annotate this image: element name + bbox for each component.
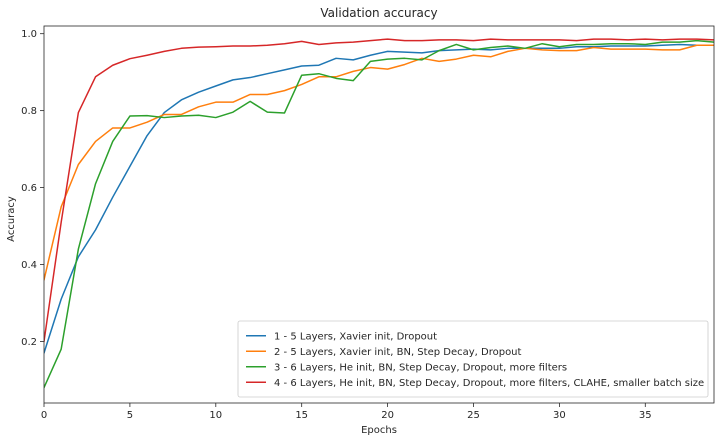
- x-tick-label: 30: [553, 410, 566, 421]
- x-tick-label: 35: [639, 410, 652, 421]
- series-line-3: [44, 39, 714, 389]
- y-tick-label: 0.6: [21, 183, 37, 194]
- series-line-4: [44, 38, 714, 343]
- x-tick-label: 5: [127, 410, 133, 421]
- x-tick-label: 15: [295, 410, 308, 421]
- x-axis-label: Epochs: [361, 425, 397, 436]
- legend: 1 - 5 Layers, Xavier init, Dropout 2 - 5 …: [237, 320, 709, 398]
- legend-label-2: 2 - 5 Layers, Xavier init, BN, Step Deca…: [274, 347, 522, 358]
- x-tick-label: 20: [381, 410, 394, 421]
- legend-box: [237, 320, 709, 398]
- x-axis-ticks: 0 5 10 15 20 25 30 35: [41, 403, 652, 421]
- x-tick-label: 10: [209, 410, 222, 421]
- x-tick-label: 0: [41, 410, 47, 421]
- plot-frame: [43, 25, 715, 404]
- y-tick-label: 0.2: [21, 337, 37, 348]
- legend-label-1: 1 - 5 Layers, Xavier init, Dropout: [274, 331, 437, 342]
- series-line-1: [44, 43, 714, 354]
- series-line-2: [44, 44, 714, 281]
- legend-label-3: 3 - 6 Layers, He init, BN, Step Decay, D…: [274, 362, 567, 373]
- chart-title: Validation accuracy: [320, 6, 437, 20]
- legend-label-4: 4 - 6 Layers, He init, BN, Step Decay, D…: [274, 378, 704, 389]
- y-tick-label: 0.4: [21, 260, 37, 271]
- y-tick-label: 0.8: [21, 106, 37, 117]
- y-axis-ticks: 0.2 0.4 0.6 0.8 1.0: [21, 29, 44, 348]
- y-tick-label: 1.0: [21, 29, 37, 40]
- x-tick-label: 25: [467, 410, 480, 421]
- y-axis-label: Accuracy: [6, 196, 17, 242]
- series-lines: [44, 38, 714, 389]
